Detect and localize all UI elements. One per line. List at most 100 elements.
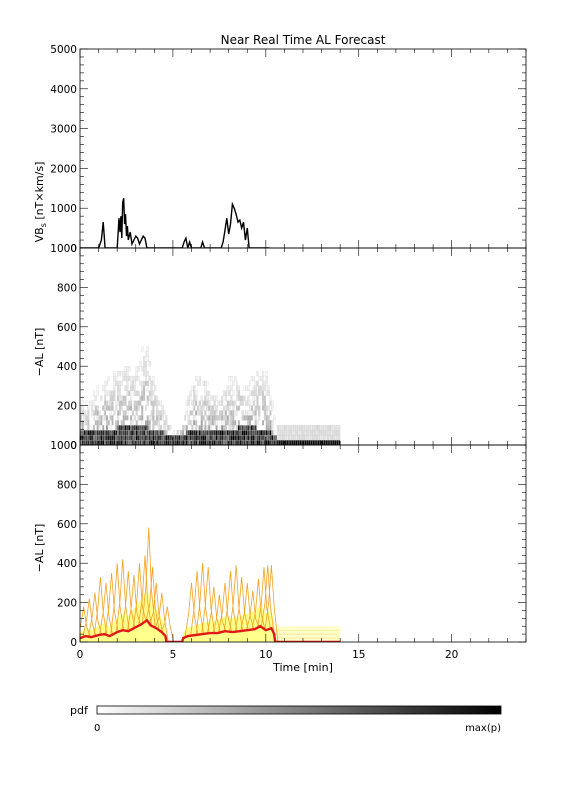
pdf-bin bbox=[208, 395, 211, 401]
pdf-bin bbox=[187, 400, 190, 406]
pdf-bin bbox=[265, 410, 268, 416]
pdf-bin bbox=[206, 425, 209, 431]
pdf-bin bbox=[265, 380, 268, 387]
pdf-bin bbox=[156, 405, 159, 411]
pdf-bin bbox=[291, 425, 294, 431]
pdf-bin bbox=[209, 395, 213, 401]
pdf-bin bbox=[245, 385, 248, 391]
pdf-bin bbox=[234, 430, 237, 436]
pdf-bin bbox=[250, 410, 253, 416]
pdf-bin bbox=[133, 415, 136, 421]
pdf-bin bbox=[211, 395, 214, 401]
pdf-bin bbox=[288, 435, 291, 441]
pdf-bin bbox=[113, 439, 116, 445]
pdf-bin bbox=[98, 425, 101, 431]
pdf-bin bbox=[130, 375, 133, 382]
pdf-bin bbox=[217, 439, 220, 445]
pdf-bin bbox=[276, 435, 279, 441]
pdf-bin bbox=[239, 430, 242, 436]
pdf-bin bbox=[213, 405, 216, 411]
pdf-bin bbox=[137, 405, 140, 411]
pdf-bin bbox=[141, 410, 144, 416]
pdf-bin bbox=[295, 435, 298, 441]
pdf-bin bbox=[191, 420, 194, 426]
pdf-bin bbox=[267, 435, 270, 441]
ensemble-member-line bbox=[245, 590, 260, 631]
ensemble-member-line bbox=[121, 571, 136, 631]
pdf-bin bbox=[228, 415, 231, 421]
pdf-bin bbox=[120, 430, 123, 436]
pdf-bin bbox=[104, 390, 107, 396]
pdf-bin bbox=[224, 425, 227, 431]
pdf-bin bbox=[228, 430, 231, 436]
pdf-bin bbox=[208, 430, 211, 436]
al-pdf-panel: 0 200 400 600 800 1000 −AL [nT] bbox=[33, 243, 527, 452]
pdf-bin bbox=[219, 400, 222, 406]
pdf-bin bbox=[288, 425, 291, 431]
pdf-bin bbox=[215, 395, 218, 401]
pdf-bin bbox=[204, 435, 207, 441]
pdf-bin bbox=[92, 415, 95, 421]
pdf-bin bbox=[239, 395, 242, 401]
pdf-bin bbox=[236, 385, 239, 391]
pdf-bin bbox=[278, 430, 281, 436]
pdf-bin bbox=[217, 435, 220, 441]
pdf-bin bbox=[100, 395, 103, 401]
pdf-bin bbox=[256, 400, 259, 406]
pdf-bin bbox=[117, 380, 120, 387]
pdf-bin bbox=[94, 439, 97, 445]
pdf-bin bbox=[232, 405, 235, 411]
pdf-bin bbox=[249, 430, 252, 436]
pdf-bin bbox=[156, 420, 159, 426]
pdf-bin bbox=[157, 415, 161, 421]
ensemble-member-line bbox=[88, 592, 102, 637]
pdf-bin bbox=[204, 430, 207, 436]
pdf-bin bbox=[122, 439, 125, 445]
pdf-bin bbox=[191, 385, 194, 391]
pdf-bin bbox=[202, 415, 205, 421]
pdf-bin bbox=[330, 430, 333, 436]
pdf-bin bbox=[196, 425, 200, 431]
pdf-bin bbox=[232, 430, 235, 436]
pdf-bin bbox=[254, 430, 257, 436]
pdf-bin bbox=[107, 375, 110, 382]
pdf-bin bbox=[96, 425, 99, 431]
pdf-bin bbox=[122, 435, 125, 441]
pdf-bin bbox=[243, 395, 246, 401]
pdf-bin bbox=[96, 430, 99, 436]
pdf-bin bbox=[230, 415, 233, 421]
pdf-bin bbox=[163, 410, 166, 416]
pdf-bin bbox=[87, 415, 90, 421]
pdf-bin bbox=[280, 435, 283, 441]
pdf-bin bbox=[92, 400, 95, 406]
pdf-bin bbox=[222, 425, 226, 431]
pdf-bin bbox=[222, 430, 226, 436]
pdf-bin bbox=[234, 410, 237, 416]
ensemble-member-line bbox=[93, 576, 108, 637]
pdf-bin bbox=[260, 375, 263, 382]
pdf-bin bbox=[193, 420, 196, 426]
pdf-bin bbox=[104, 435, 107, 441]
pdf-bin bbox=[118, 390, 121, 396]
pdf-bin bbox=[215, 415, 218, 421]
pdf-bin bbox=[137, 425, 140, 431]
pdf-bin bbox=[143, 425, 146, 431]
pdf-bin bbox=[249, 439, 252, 445]
pdf-bin bbox=[148, 430, 151, 436]
pdf-bin bbox=[120, 420, 123, 426]
pdf-bin bbox=[315, 430, 318, 436]
pdf-bin bbox=[323, 439, 326, 445]
pdf-bin bbox=[263, 380, 266, 387]
pdf-bin bbox=[328, 430, 331, 436]
pdf-bin bbox=[328, 439, 331, 445]
pdf-bin bbox=[189, 410, 192, 416]
pdf-bin bbox=[336, 439, 339, 445]
pdf-bin bbox=[180, 430, 183, 436]
pdf-bin bbox=[104, 415, 107, 421]
pdf-bin bbox=[293, 430, 296, 436]
pdf-bin bbox=[286, 439, 289, 445]
pdf-bin bbox=[152, 390, 155, 396]
pdf-bin bbox=[94, 405, 97, 411]
pdf-bin bbox=[267, 385, 270, 391]
pdf-bin bbox=[263, 385, 266, 391]
